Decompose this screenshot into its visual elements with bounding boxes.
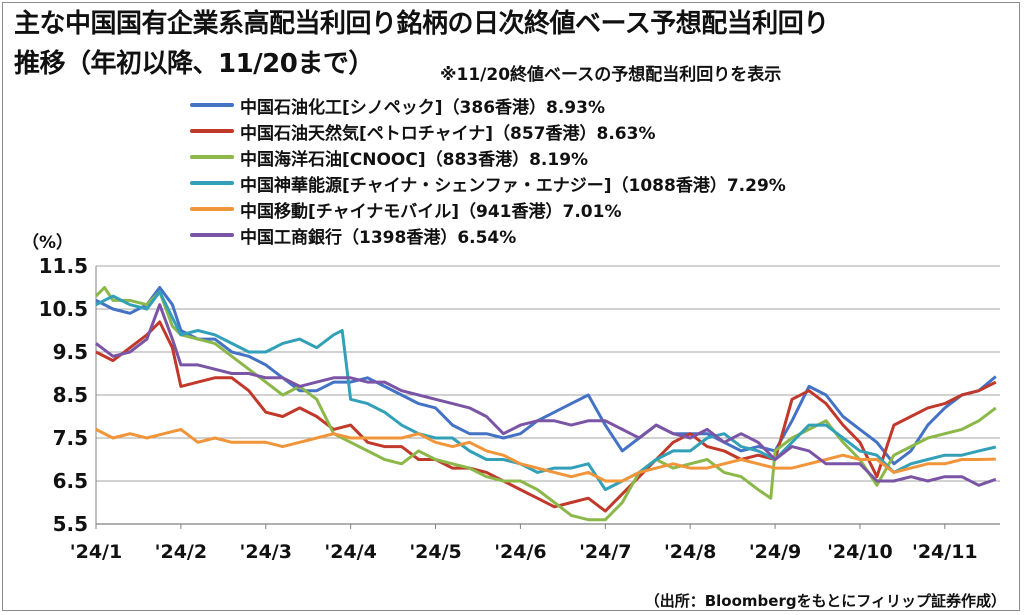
y-tick-label: 6.5	[53, 469, 88, 493]
series-line-petrochina	[95, 320, 997, 513]
legend-item-petrochina: 中国石油天然気[ペトロチャイナ]（857香港）8.63%	[190, 118, 990, 144]
grid-lines	[95, 265, 1000, 525]
series-line-sinopec	[95, 286, 997, 466]
x-tick-label: '24/10	[827, 541, 893, 563]
legend-swatch-petrochina	[190, 129, 234, 133]
legend-label-cnooc: 中国海洋石油[CNOOC]（883香港）8.19%	[240, 149, 589, 170]
legend-label-sinopec: 中国石油化工[シノペック]（386香港）8.93%	[240, 97, 606, 118]
chart-note: ※11/20終値ベースの予想配当利回りを表示	[440, 65, 782, 85]
source-note: （出所：Bloombergをもとにフィリップ証券作成）	[644, 592, 1006, 610]
series-line-icbc	[95, 303, 997, 487]
series-line-chinamobile	[95, 427, 996, 483]
y-axis-unit: （%）	[22, 233, 74, 253]
x-axis-ticks: '24/1 '24/2 '24/3 '24/4 '24/5 '24/6 '24/7 '24/8…	[70, 524, 978, 563]
y-tick-label: 11.5	[39, 254, 88, 278]
y-tick-label: 8.5	[53, 383, 88, 407]
chart-title-line1: 主な中国国有企業系高配当利回り銘柄の日次終値ベース予想配当利回り	[14, 9, 829, 39]
x-tick-label: '24/11	[912, 541, 978, 563]
legend-label-chinamobile: 中国移動[チャイナモバイル]（941香港）7.01%	[240, 201, 622, 222]
x-tick-label: '24/8	[664, 541, 716, 563]
x-tick-label: '24/2	[155, 541, 207, 563]
legend-label-icbc: 中国工商銀行（1398香港）6.54%	[240, 227, 517, 248]
y-tick-label: 9.5	[53, 340, 88, 364]
legend-swatch-chinamobile	[190, 207, 234, 211]
legend-swatch-shenhua	[190, 181, 234, 185]
y-tick-label: 10.5	[39, 297, 88, 321]
x-tick-label: '24/1	[70, 541, 122, 563]
y-axis-ticks: 11.5 10.5 9.5 8.5 7.5 6.5 5.5	[39, 254, 88, 536]
legend-label-petrochina: 中国石油天然気[ペトロチャイナ]（857香港）8.63%	[240, 123, 656, 144]
y-tick-label: 7.5	[53, 426, 88, 450]
legend-item-shenhua: 中国神華能源[チャイナ・シェンファ・エナジー]（1088香港）7.29%	[190, 170, 990, 196]
x-tick-label: '24/9	[749, 541, 801, 563]
series-lines	[94, 286, 997, 522]
series-line-cnooc	[94, 286, 997, 522]
series-line-shenhua	[95, 290, 997, 492]
legend-item-sinopec: 中国石油化工[シノペック]（386香港）8.93%	[190, 92, 990, 118]
legend-swatch-cnooc	[190, 155, 234, 159]
legend-item-chinamobile: 中国移動[チャイナモバイル]（941香港）7.01%	[190, 196, 990, 222]
x-tick-label: '24/4	[324, 541, 376, 563]
legend-swatch-icbc	[190, 233, 234, 237]
legend-item-icbc: 中国工商銀行（1398香港）6.54%	[190, 222, 990, 248]
legend-item-cnooc: 中国海洋石油[CNOOC]（883香港）8.19%	[190, 144, 990, 170]
x-tick-label: '24/5	[409, 541, 461, 563]
x-tick-label: '24/7	[579, 541, 631, 563]
legend-label-shenhua: 中国神華能源[チャイナ・シェンファ・エナジー]（1088香港）7.29%	[240, 175, 786, 196]
y-tick-label: 5.5	[53, 512, 88, 536]
legend-swatch-sinopec	[190, 103, 234, 107]
x-tick-label: '24/3	[240, 541, 292, 563]
x-tick-label: '24/6	[494, 541, 546, 563]
chart-title-line2: 推移（年初以降、11/20まで）	[14, 49, 374, 79]
legend: 中国石油化工[シノペック]（386香港）8.93% 中国石油天然気[ペトロチャイ…	[190, 92, 990, 248]
